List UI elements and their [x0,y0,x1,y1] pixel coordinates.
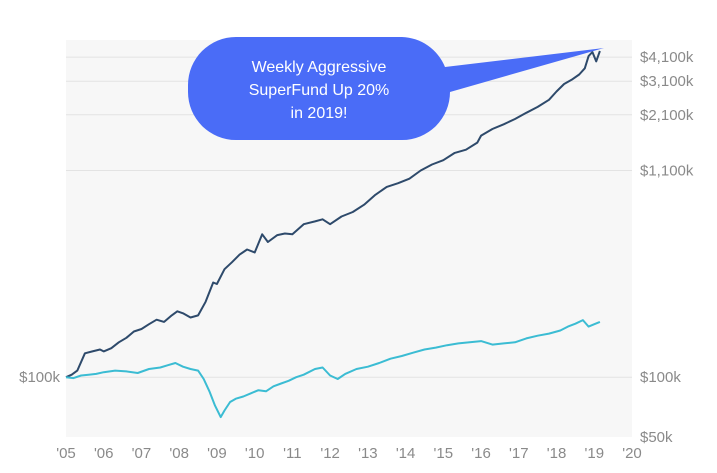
y-tick-label-right: $100k [640,369,681,386]
y-tick-label-right: $2,100k [640,107,694,124]
x-tick-label: '09 [207,445,227,462]
callout-text: Weekly Aggressive SuperFund Up 20% in 2019… [249,59,390,122]
annotation-callout: Weekly Aggressive SuperFund Up 20% in 2019… [188,37,604,140]
series-line-2 [65,319,601,419]
x-tick-label: '08 [169,445,189,462]
x-tick-label: '14 [396,445,416,462]
y-tick-label-right: $4,100k [640,49,694,66]
y-tick-label-right: $50k [640,429,673,446]
x-tick-label: '11 [283,445,301,462]
x-tick-label: '16 [471,445,491,462]
callout-bubble [188,37,604,140]
callout-line: Weekly Aggressive [252,59,387,76]
x-tick-label: '17 [509,445,529,462]
callout-line: in 2019! [291,105,348,122]
y-tick-label-left: $100k [19,369,60,386]
x-tick-label: '10 [245,445,265,462]
x-tick-label: '20 [622,445,642,462]
x-tick-label: '12 [320,445,340,462]
callout-line: SuperFund Up 20% [249,82,390,99]
y-tick-label-right: $3,100k [640,73,694,90]
x-tick-label: '06 [94,445,114,462]
series-line-1 [65,50,601,379]
x-tick-label: '05 [56,445,76,462]
x-tick-label: '15 [434,445,454,462]
tick-labels: '05 '06 '07 '08 '09 '10 '11 '12 '13 '14 '15 '16 '17 '… [19,49,694,462]
x-tick-label: '13 [358,445,378,462]
x-tick-label: '18 [547,445,567,462]
y-tick-label-right: $1,100k [640,163,694,180]
x-tick-label: '19 [584,445,604,462]
x-tick-label: '07 [132,445,152,462]
series-group [65,50,601,419]
